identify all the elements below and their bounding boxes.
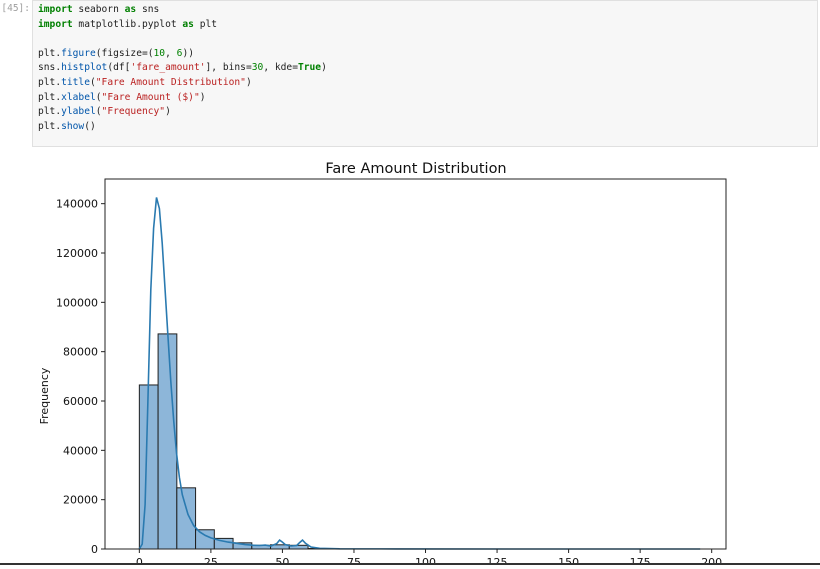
y-tick-label: 60000 (63, 395, 98, 408)
code-line: sns.histplot(df['fare_amount'], bins=30,… (38, 61, 327, 76)
code-token: as (125, 4, 137, 15)
histogram-chart: Fare Amount Distribution Frequency 0 2000… (0, 150, 820, 565)
code-token: ], bins= (206, 62, 252, 73)
code-token: "Fare Amount ($)" (102, 92, 200, 103)
y-tick-label: 0 (91, 543, 98, 556)
code-token: figure (61, 48, 96, 59)
code-token: histplot (61, 62, 107, 73)
y-axis-label: Frequency (38, 367, 51, 424)
code-line (38, 32, 327, 47)
y-tick-label: 40000 (63, 444, 98, 457)
code-line: plt.show() (38, 120, 327, 135)
code-token: sns. (38, 62, 61, 73)
code-token: ) (200, 92, 206, 103)
histogram-bar (196, 530, 215, 549)
code-token: import (38, 19, 73, 30)
code-token: True (298, 62, 321, 73)
y-tick-label: 120000 (56, 247, 98, 260)
code-line: plt.figure(figsize=(10, 6)) (38, 47, 327, 62)
code-token: "Frequency" (102, 106, 166, 117)
histogram-bar (139, 385, 158, 549)
cell-output: Fare Amount Distribution Frequency 0 2000… (0, 150, 820, 565)
code-token: , kde= (263, 62, 298, 73)
histogram-bar (158, 334, 177, 549)
code-token: plt. (38, 121, 61, 132)
code-token: plt (194, 19, 217, 30)
code-token: xlabel (61, 92, 96, 103)
code-token: as (182, 19, 194, 30)
code-token: sns (136, 4, 159, 15)
code-token: matplotlib.pyplot (73, 19, 183, 30)
code-token: ) (165, 106, 171, 117)
code-token: (figsize=( (96, 48, 154, 59)
code-token: "Fare Amount Distribution" (96, 77, 246, 88)
code-token: )) (182, 48, 194, 59)
chart-title: Fare Amount Distribution (325, 161, 506, 177)
histogram-bar (177, 488, 196, 549)
code-line: plt.title("Fare Amount Distribution") (38, 76, 327, 91)
code-token: 30 (252, 62, 264, 73)
y-tick-label: 140000 (56, 198, 98, 211)
kde-line (139, 198, 700, 550)
code-token: 'fare_amount' (130, 62, 205, 73)
plot-frame (105, 179, 726, 549)
code-token: plt. (38, 77, 61, 88)
y-tick-label: 100000 (56, 296, 98, 309)
y-tick-label: 80000 (63, 346, 98, 359)
code-token: import (38, 4, 73, 15)
code-token: seaborn (73, 4, 125, 15)
code-token: ) (246, 77, 252, 88)
code-token: show (61, 121, 84, 132)
code-line: plt.xlabel("Fare Amount ($)") (38, 91, 327, 106)
code-line: import seaborn as sns (38, 3, 327, 18)
code-token: ) (321, 62, 327, 73)
code-token: () (84, 121, 96, 132)
code-token: (df[ (107, 62, 130, 73)
code-token: ylabel (61, 106, 96, 117)
code-token: plt. (38, 48, 61, 59)
code-line: plt.ylabel("Frequency") (38, 105, 327, 120)
code-token: plt. (38, 106, 61, 117)
code-token: plt. (38, 92, 61, 103)
code-line: import matplotlib.pyplot as plt (38, 18, 327, 33)
code-token: 10 (154, 48, 166, 59)
cell-prompt: [45]: (0, 3, 30, 14)
code-token: title (61, 77, 90, 88)
code-token: , (165, 48, 177, 59)
y-tick-label: 20000 (63, 494, 98, 507)
